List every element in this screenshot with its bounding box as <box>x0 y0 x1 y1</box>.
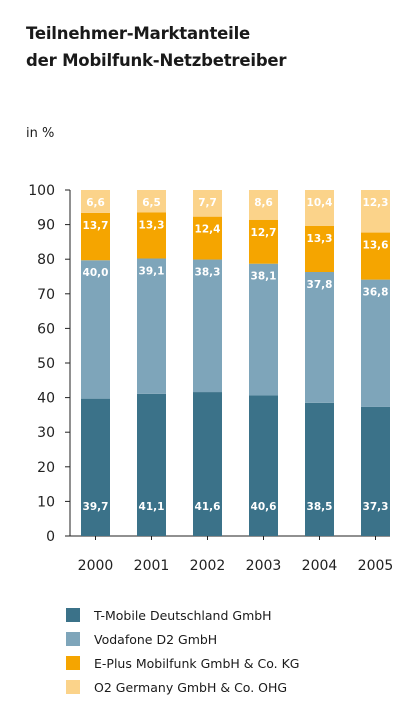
bar-segment-2 <box>361 279 390 407</box>
y-tick-label: 90 <box>37 218 55 234</box>
bar-segment-3 <box>361 232 390 280</box>
bar-segment-4 <box>249 190 278 220</box>
bar-segment-1 <box>193 392 222 536</box>
legend-item: Vodafone D2 GmbH <box>66 627 299 651</box>
data-label: 6,5 <box>142 197 161 209</box>
x-tick-label: 2004 <box>302 558 338 574</box>
bar-segment-4 <box>361 190 390 233</box>
data-label: 39,1 <box>139 266 165 278</box>
bar-segment-3 <box>193 216 222 260</box>
legend: T-Mobile Deutschland GmbH Vodafone D2 Gmb… <box>66 603 299 699</box>
data-label: 10,4 <box>307 197 333 209</box>
bar-segment-2 <box>305 272 334 403</box>
data-label: 41,1 <box>139 501 165 513</box>
bar-segment-3 <box>81 212 110 261</box>
legend-item: T-Mobile Deutschland GmbH <box>66 603 299 627</box>
bar-segment-3 <box>249 219 278 264</box>
data-label: 13,7 <box>83 220 109 232</box>
data-label: 40,6 <box>251 501 277 513</box>
y-tick-label: 80 <box>37 252 55 268</box>
data-label: 41,6 <box>195 501 221 513</box>
data-label: 40,0 <box>83 267 109 279</box>
data-label: 13,3 <box>307 233 333 245</box>
bar-segment-2 <box>249 263 278 396</box>
y-tick-label: 70 <box>37 287 55 303</box>
legend-swatch <box>66 680 80 694</box>
data-label: 38,5 <box>307 501 333 513</box>
legend-swatch <box>66 632 80 646</box>
y-tick-label: 0 <box>46 529 55 545</box>
data-label: 39,7 <box>83 501 109 513</box>
data-label: 38,1 <box>251 271 277 283</box>
bar-segment-1 <box>81 398 110 536</box>
bar-segment-1 <box>361 406 390 536</box>
bar-segment-2 <box>193 259 222 393</box>
data-label: 13,3 <box>139 219 165 231</box>
legend-item: O2 Germany GmbH & Co. OHG <box>66 675 299 699</box>
data-label: 13,6 <box>363 240 389 252</box>
legend-label: E-Plus Mobilfunk GmbH & Co. KG <box>94 655 300 671</box>
y-tick-label: 30 <box>37 425 55 441</box>
x-tick-label: 2000 <box>78 558 114 574</box>
x-tick-label: 2003 <box>246 558 282 574</box>
bar-segment-4 <box>305 190 334 226</box>
data-label: 12,3 <box>363 197 389 209</box>
x-tick-label: 2002 <box>190 558 226 574</box>
legend-swatch <box>66 656 80 670</box>
y-tick-label: 50 <box>37 356 55 372</box>
legend-label: T-Mobile Deutschland GmbH <box>94 607 272 623</box>
bar-segment-3 <box>305 225 334 273</box>
y-tick-label: 100 <box>28 183 55 199</box>
bar-segment-1 <box>249 395 278 536</box>
y-tick-label: 60 <box>37 321 55 337</box>
data-label: 12,4 <box>195 224 221 236</box>
unit-label: in % <box>26 126 55 141</box>
bar-segment-2 <box>137 258 166 394</box>
legend-label: O2 Germany GmbH & Co. OHG <box>94 679 288 695</box>
legend-label: Vodafone D2 GmbH <box>94 631 218 647</box>
chart-title: Teilnehmer-Marktanteile der Mobilfunk-Ne… <box>26 20 287 74</box>
x-tick-label: 2001 <box>134 558 170 574</box>
data-label: 12,7 <box>251 227 277 239</box>
data-label: 38,3 <box>195 267 221 279</box>
data-label: 6,6 <box>86 197 105 209</box>
chart-title-line2: der Mobilfunk-Netzbetreiber <box>26 51 287 70</box>
legend-item: E-Plus Mobilfunk GmbH & Co. KG <box>66 651 299 675</box>
bar-segment-2 <box>81 260 110 399</box>
data-label: 8,6 <box>254 197 273 209</box>
x-tick-label: 2005 <box>358 558 394 574</box>
bar-segment-1 <box>305 402 334 536</box>
legend-swatch <box>66 608 80 622</box>
y-tick-label: 10 <box>37 494 55 510</box>
data-label: 7,7 <box>198 197 217 209</box>
y-tick-label: 40 <box>37 391 55 407</box>
bar-segment-1 <box>137 393 166 536</box>
data-label: 36,8 <box>363 287 389 299</box>
stacked-bar-chart: 0 10 20 30 40 50 60 70 80 90 100 39,7 40,0 13,7 6,6 200… <box>28 183 394 574</box>
bar-segment-3 <box>137 212 166 259</box>
data-label: 37,8 <box>307 279 333 291</box>
chart-title-line1: Teilnehmer-Marktanteile <box>26 24 251 43</box>
bar-segment-4 <box>81 190 110 213</box>
bar-segment-4 <box>193 190 222 217</box>
data-label: 37,3 <box>363 501 389 513</box>
bar-segment-4 <box>137 190 166 213</box>
y-tick-label: 20 <box>37 460 55 476</box>
